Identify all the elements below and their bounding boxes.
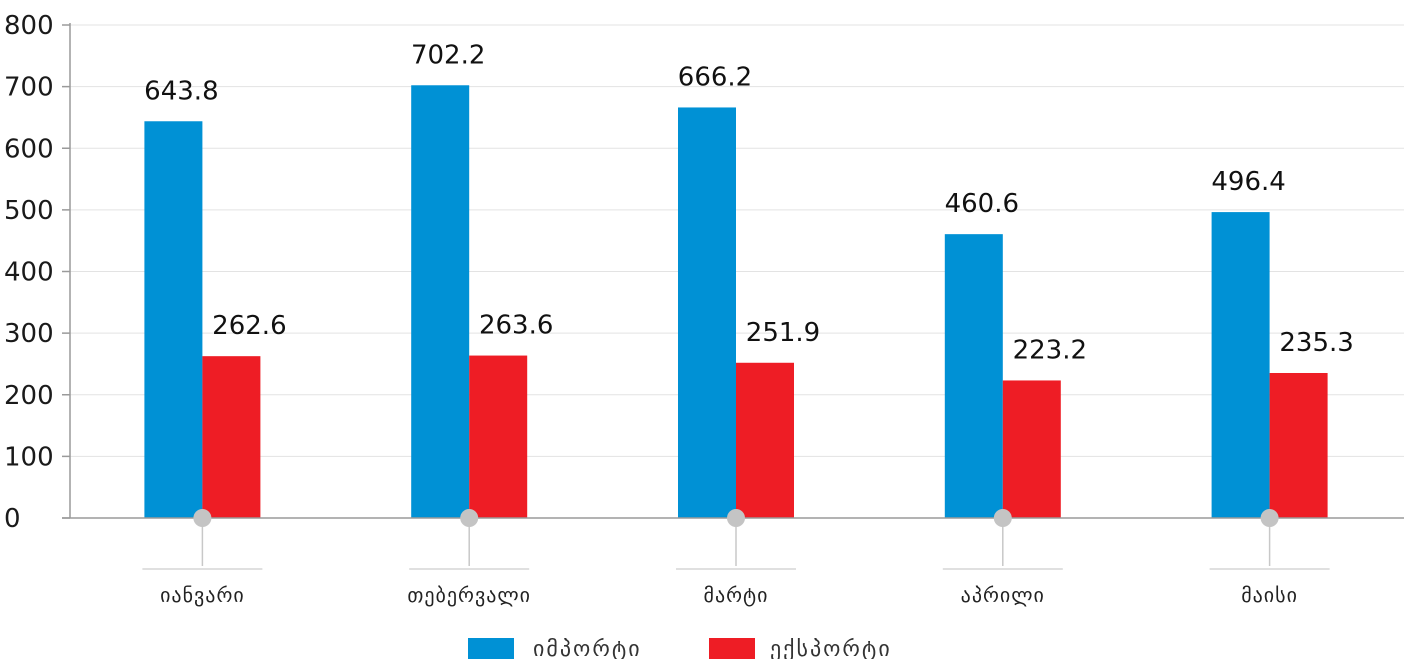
bar-export xyxy=(1269,372,1328,518)
bar-import xyxy=(1211,212,1270,518)
gridlines xyxy=(70,24,1404,457)
data-labels: 643.8 262.6 702.2 263.6 666.2 251.9 460.6 223.2… xyxy=(144,40,1354,365)
y-tick-label: 700 xyxy=(4,73,54,103)
x-tick-label: მაისი xyxy=(1241,583,1298,607)
bar-import xyxy=(678,107,736,518)
bar-export xyxy=(1002,380,1061,518)
x-axis: იანვარი თებერვალი მარტი აპრილი მაისი xyxy=(62,509,1404,607)
data-label: 251.9 xyxy=(746,318,820,348)
legend-swatch-export xyxy=(709,638,755,659)
bar-export xyxy=(469,355,528,518)
y-tick-label: 800 xyxy=(4,11,54,41)
bars xyxy=(144,85,1328,519)
data-label: 262.6 xyxy=(212,311,286,341)
bar-export xyxy=(736,362,794,518)
data-label: 235.3 xyxy=(1279,328,1353,358)
data-label: 223.2 xyxy=(1013,335,1087,365)
data-label: 263.6 xyxy=(479,311,553,341)
x-tick-label: იანვარი xyxy=(160,583,245,607)
y-tick-label: 100 xyxy=(4,442,54,472)
data-label: 702.2 xyxy=(411,40,485,70)
y-tick-label: 200 xyxy=(4,381,54,411)
y-tick-label: 400 xyxy=(4,258,54,288)
y-axis: 0 100 200 300 400 500 600 700 800 xyxy=(4,11,71,534)
category-marker xyxy=(1260,509,1279,527)
y-tick-label: 500 xyxy=(4,196,54,226)
data-label: 643.8 xyxy=(144,76,218,106)
bar-export xyxy=(202,356,261,518)
y-tick-label: 300 xyxy=(4,319,54,349)
y-tick-label: 0 xyxy=(4,504,21,534)
data-label: 496.4 xyxy=(1211,167,1285,197)
y-tick-label: 600 xyxy=(4,134,54,164)
legend-label-export: ექსპორტი xyxy=(770,637,892,659)
x-tick-label: მარტი xyxy=(704,583,769,607)
bar-import xyxy=(144,121,203,519)
x-tick-label: აპრილი xyxy=(961,583,1045,607)
category-marker xyxy=(460,509,479,527)
category-marker xyxy=(993,509,1012,527)
bar-import xyxy=(411,85,470,518)
x-tick-label: თებერვალი xyxy=(407,583,531,607)
legend-label-import: იმპორტი xyxy=(533,637,642,659)
bar-import xyxy=(944,234,1003,518)
legend-swatch-import xyxy=(468,638,514,659)
legend: იმპორტი ექსპორტი xyxy=(468,637,892,659)
data-label: 666.2 xyxy=(678,62,752,92)
category-marker xyxy=(193,509,212,527)
data-label: 460.6 xyxy=(945,189,1019,219)
category-marker xyxy=(727,509,745,527)
